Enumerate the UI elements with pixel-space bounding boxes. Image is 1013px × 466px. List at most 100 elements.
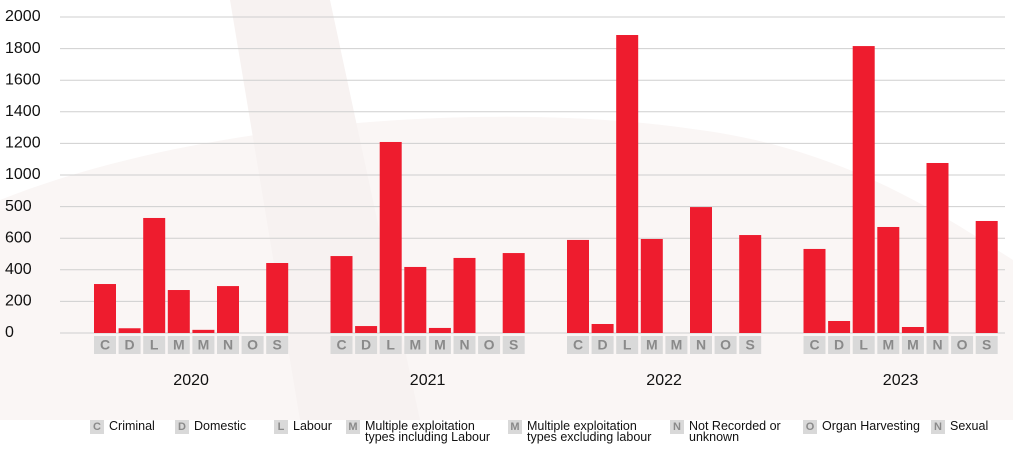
legend-code: N [931,420,945,434]
code-label: L [859,337,868,353]
code-label: M [882,337,894,353]
code-label: M [409,337,421,353]
legend-label: Multiple exploitation types including La… [365,419,491,444]
y-tick-label: 200 [5,293,32,310]
x-tick-label: 2022 [646,372,682,389]
bar [143,217,166,333]
legend-code: O [803,420,817,434]
legend-label: Criminal [109,419,155,433]
code-box [690,336,712,354]
code-label: M [907,337,919,353]
background-shape [230,0,420,420]
code-label: D [361,337,371,353]
code-box [192,336,215,354]
code-box [975,336,998,354]
y-tick-label: 600 [5,229,32,246]
code-label: S [982,337,991,353]
bar [877,226,900,333]
code-box [502,336,525,354]
code-label: N [932,337,942,353]
code-box [951,336,974,354]
bar [167,290,190,333]
code-box [143,336,166,354]
code-label: N [223,337,233,353]
code-label: M [671,337,683,353]
bar [852,46,875,334]
bar [94,284,116,333]
bar [828,320,851,333]
code-label: N [696,337,706,353]
legend-item: M Multiple exploitation types excluding l… [508,420,658,443]
legend-item: N Sexual [931,420,1011,434]
code-box [355,336,378,354]
code-box [266,336,289,354]
code-box [241,336,264,354]
y-tick-label: 500 [5,198,32,215]
legend-item: O Organ Harvesting [803,420,928,434]
bar [616,35,639,334]
bar [739,235,762,333]
code-label: M [173,337,185,353]
code-box [567,336,589,354]
code-label: L [150,337,159,353]
legend-code: C [90,420,104,434]
bar [379,141,402,333]
y-tick-label: 1200 [5,135,41,152]
code-label: M [198,337,210,353]
bar [975,220,998,333]
code-box [901,336,924,354]
y-tick-label: 400 [5,261,32,278]
code-label: S [746,337,755,353]
bar [502,253,525,333]
code-box [640,336,663,354]
code-label: O [484,337,495,353]
bar [192,329,215,333]
legend: C Criminal D Domestic L Labour M Multiple explo… [0,420,1013,466]
code-label: C [336,337,346,353]
code-box [453,336,476,354]
legend-label: Domestic [194,419,247,433]
bar [640,238,663,333]
code-label: O [247,337,258,353]
y-tick-label: 1800 [5,40,41,57]
code-label: D [834,337,844,353]
bar [428,327,451,333]
code-label: L [386,337,395,353]
x-tick-label: 2021 [410,372,446,389]
x-tick-label: 2023 [883,372,919,389]
legend-item: D Domestic [175,420,265,434]
legend-label: Sexual [950,419,989,433]
legend-code: L [274,420,288,434]
legend-label: Not Recorded or unknown [689,419,781,444]
code-label: O [720,337,731,353]
code-box [616,336,639,354]
code-label: D [598,337,608,353]
legend-code: M [508,420,522,434]
y-tick-label: 1400 [5,103,41,120]
bar [217,286,239,333]
code-label: C [573,337,583,353]
code-box [379,336,402,354]
bar [330,256,353,333]
legend-item: L Labour [274,420,344,434]
bar [803,248,826,333]
code-label: C [100,337,110,353]
legend-item: C Criminal [90,420,170,434]
code-box [739,336,762,354]
bar [926,162,949,333]
code-box [828,336,851,354]
code-label: L [623,337,632,353]
code-box [428,336,451,354]
code-label: C [809,337,819,353]
x-tick-label: 2020 [173,372,209,389]
code-box [217,336,239,354]
code-label: O [957,337,968,353]
code-label: S [273,337,282,353]
bar [404,266,427,333]
code-box [118,336,141,354]
code-box [94,336,116,354]
bar [591,323,614,333]
code-box [591,336,614,354]
legend-label: Labour [293,419,332,433]
